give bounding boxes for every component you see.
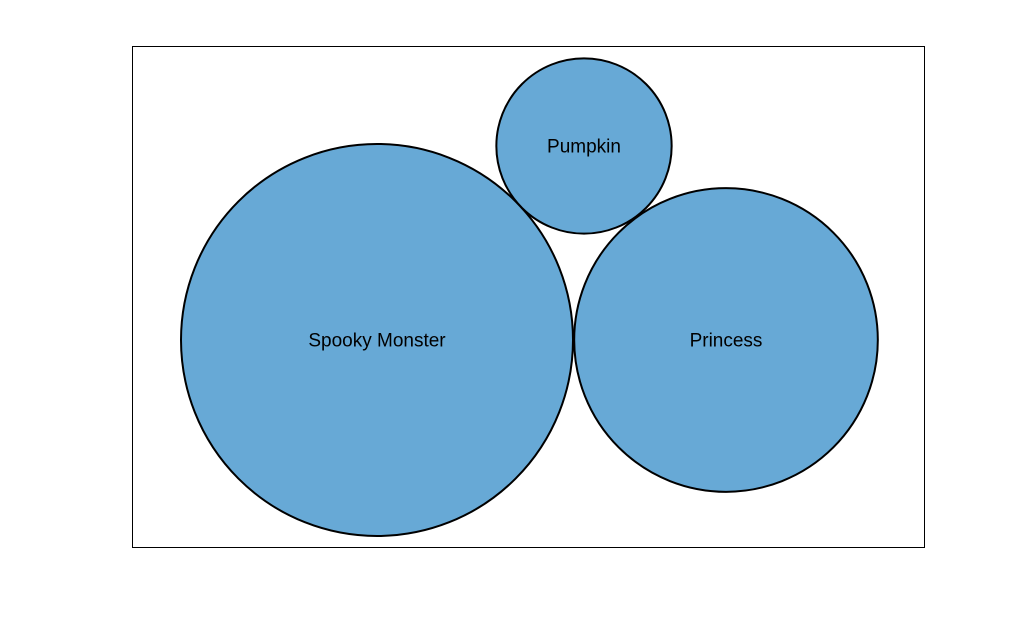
- bubble-label-pumpkin: Pumpkin: [547, 137, 621, 158]
- bubble-label-princess: Princess: [690, 331, 763, 352]
- bubble-princess: [573, 187, 879, 493]
- bubble-pumpkin: [495, 57, 673, 235]
- bubble-spooky-monster: [180, 143, 574, 537]
- bubble-label-spooky-monster: Spooky Monster: [308, 331, 446, 352]
- bubbles-group: Spooky Monster Pumpkin Princess: [180, 57, 879, 537]
